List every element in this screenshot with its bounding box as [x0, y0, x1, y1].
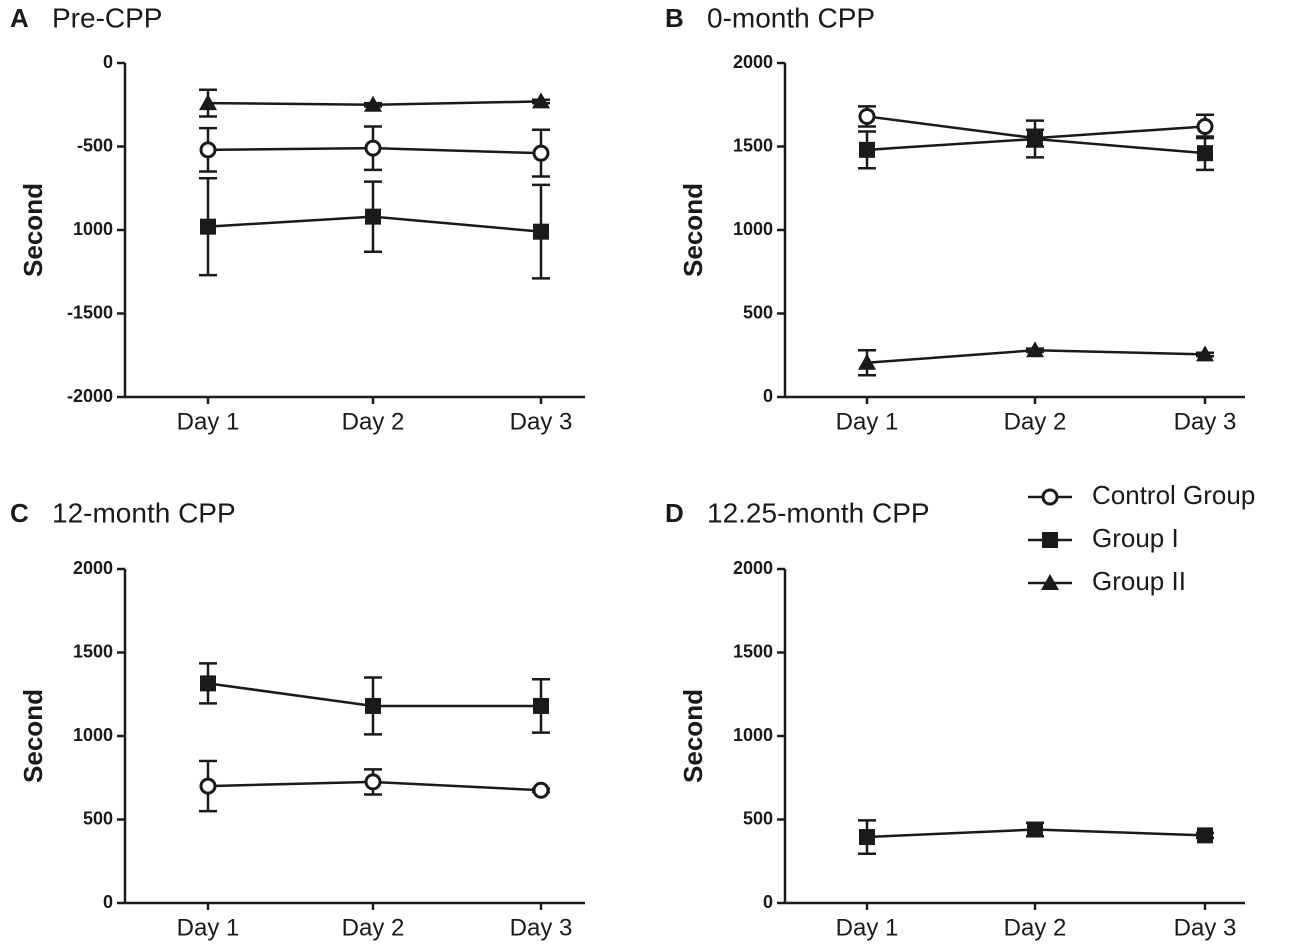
legend-label: Control Group: [1092, 480, 1255, 510]
marker: [199, 141, 217, 159]
chart-title: 12-month CPP: [52, 497, 236, 528]
marker: [364, 95, 382, 112]
marker: [533, 223, 549, 240]
marker: [1196, 117, 1214, 135]
y-tick-label: 1000: [73, 219, 113, 239]
panel-letter: C: [10, 498, 29, 528]
y-tick-label: 1500: [733, 135, 773, 155]
marker: [364, 139, 382, 157]
marker: [365, 208, 381, 225]
marker: [200, 218, 216, 235]
x-tick-label: Day 1: [836, 914, 899, 941]
y-tick-label: 1500: [73, 641, 113, 661]
marker: [1027, 130, 1043, 147]
marker: [365, 697, 381, 714]
panel-letter: B: [665, 3, 684, 33]
legend-label: Group II: [1092, 566, 1186, 596]
y-tick-label: 0: [763, 892, 773, 912]
x-tick-label: Day 1: [177, 408, 240, 435]
marker: [532, 781, 550, 799]
marker: [1197, 827, 1213, 844]
y-tick-label: -1500: [67, 302, 113, 322]
marker: [532, 92, 550, 109]
x-tick-label: Day 2: [342, 914, 405, 941]
marker: [200, 675, 216, 692]
y-tick-label: 0: [763, 386, 773, 406]
x-tick-label: Day 3: [510, 914, 573, 941]
y-axis-label: Second: [18, 689, 48, 783]
x-tick-label: Day 1: [836, 408, 899, 435]
panel-letter: A: [10, 3, 29, 33]
y-tick-label: 500: [83, 808, 113, 828]
y-tick-label: 2000: [733, 52, 773, 72]
marker: [1197, 145, 1213, 162]
marker: [1041, 488, 1059, 506]
y-axis-label: Second: [18, 183, 48, 277]
y-tick-label: 1000: [733, 219, 773, 239]
marker: [858, 107, 876, 125]
marker: [199, 94, 217, 111]
legend-label: Group I: [1092, 523, 1179, 553]
marker: [532, 144, 550, 162]
y-tick-label: 500: [743, 302, 773, 322]
y-tick-label: 500: [743, 808, 773, 828]
y-tick-label: 2000: [73, 558, 113, 578]
marker: [199, 777, 217, 795]
x-tick-label: Day 3: [1174, 914, 1237, 941]
y-tick-label: 1000: [73, 725, 113, 745]
y-axis-label: Second: [678, 689, 708, 783]
x-tick-label: Day 1: [177, 914, 240, 941]
y-tick-label: 1500: [733, 641, 773, 661]
panel-letter: D: [665, 498, 684, 528]
marker: [1027, 821, 1043, 838]
marker: [859, 829, 875, 846]
marker: [1041, 574, 1059, 590]
chart-title: 12.25-month CPP: [707, 497, 930, 528]
x-tick-label: Day 3: [510, 408, 573, 435]
marker: [858, 353, 876, 370]
y-tick-label: 1000: [733, 725, 773, 745]
y-tick-label: -2000: [67, 386, 113, 406]
marker: [859, 141, 875, 158]
y-axis-label: Second: [678, 183, 708, 277]
marker: [533, 697, 549, 714]
y-tick-label: 0: [103, 892, 113, 912]
y-tick-label: 2000: [733, 558, 773, 578]
marker: [1026, 341, 1044, 358]
chart-title: Pre-CPP: [52, 2, 162, 33]
y-tick-label: 0: [103, 52, 113, 72]
y-tick-label: -500: [77, 135, 113, 155]
marker: [1042, 532, 1058, 548]
x-tick-label: Day 2: [342, 408, 405, 435]
chart-title: 0-month CPP: [707, 2, 875, 33]
marker: [364, 773, 382, 791]
x-tick-label: Day 3: [1174, 408, 1237, 435]
x-tick-label: Day 2: [1004, 408, 1067, 435]
marker: [1196, 345, 1214, 362]
x-tick-label: Day 2: [1004, 914, 1067, 941]
